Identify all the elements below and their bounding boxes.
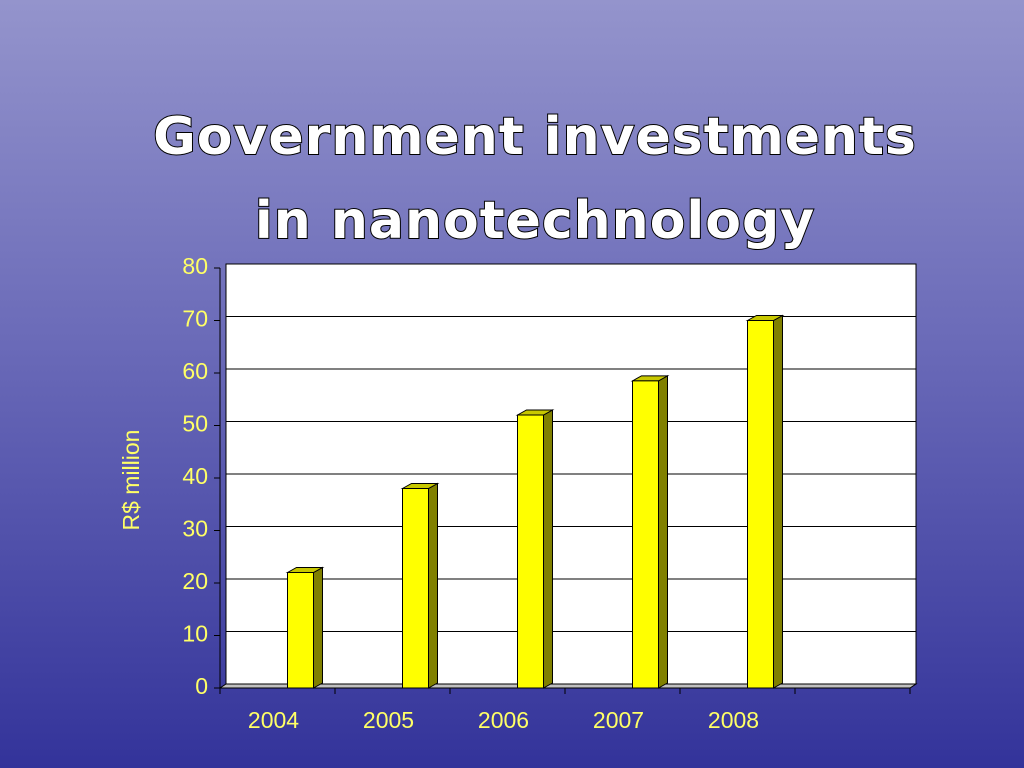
y-axis-label: R$ million [118,430,144,531]
bar [517,414,544,689]
chart-title: Government investments in nanotechnology [152,106,917,252]
x-tick-label: 2006 [478,707,529,733]
bar-side [313,566,323,689]
plot-floor [218,683,918,689]
y-tick-label: 80 [182,253,208,279]
bar-side [428,482,438,689]
bar [747,320,774,689]
y-tick-label: 10 [182,621,208,647]
x-tick-label: 2007 [593,707,644,733]
bar [632,380,659,689]
y-tick-label: 20 [182,568,208,594]
y-tick-label: 0 [195,673,208,699]
y-tick-label: 40 [182,463,208,489]
x-tick-label: 2008 [708,707,759,733]
bar [402,488,429,689]
bar-side [658,375,668,689]
y-tick-label: 60 [182,358,208,384]
y-tick-label: 50 [182,411,208,437]
bar-side [543,409,553,689]
y-tick-label: 30 [182,516,208,542]
x-tick-label: 2005 [363,707,414,733]
y-tick-label: 70 [182,306,208,332]
bar [287,572,314,689]
bar-side [773,314,783,689]
x-tick-label: 2004 [248,707,299,733]
